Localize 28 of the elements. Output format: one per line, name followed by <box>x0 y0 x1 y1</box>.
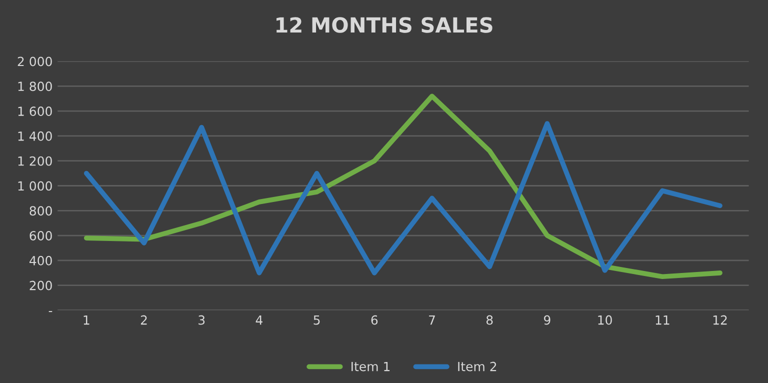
y-tick-label: 400 <box>29 256 52 266</box>
y-tick-label: 1 600 <box>18 106 52 116</box>
line-series <box>84 121 722 276</box>
x-tick-label: 6 <box>371 315 378 325</box>
y-tick-label: 1 400 <box>18 131 52 141</box>
y-tick-label: 1 200 <box>18 156 52 166</box>
legend-label: Item 1 <box>352 362 390 372</box>
x-tick-label: 12 <box>713 315 727 325</box>
line-series <box>84 94 722 280</box>
x-tick-label: 11 <box>656 315 670 325</box>
y-tick-label: 800 <box>30 206 52 216</box>
y-tick-label: 2 000 <box>18 56 52 66</box>
x-tick-label: 1 <box>84 315 90 325</box>
y-tick-label: 1 800 <box>18 82 52 92</box>
y-tick-label: - <box>48 311 52 312</box>
y-tick-label: 200 <box>30 280 52 290</box>
x-tick-label: 9 <box>544 315 550 325</box>
x-tick-label: 8 <box>486 315 493 325</box>
x-tick-label: 4 <box>256 315 262 325</box>
x-tick-label: 2 <box>140 315 147 325</box>
chart-title: 12 MONTHS SALES <box>276 17 492 33</box>
x-tick-label: 3 <box>198 315 205 325</box>
x-tick-label: 7 <box>429 315 435 325</box>
x-tick-label: 5 <box>314 315 320 325</box>
legend-label: Item 2 <box>458 362 496 372</box>
y-tick-label: 1 000 <box>18 181 52 191</box>
x-tick-label: 10 <box>598 315 612 325</box>
y-tick-label: 600 <box>30 231 52 240</box>
